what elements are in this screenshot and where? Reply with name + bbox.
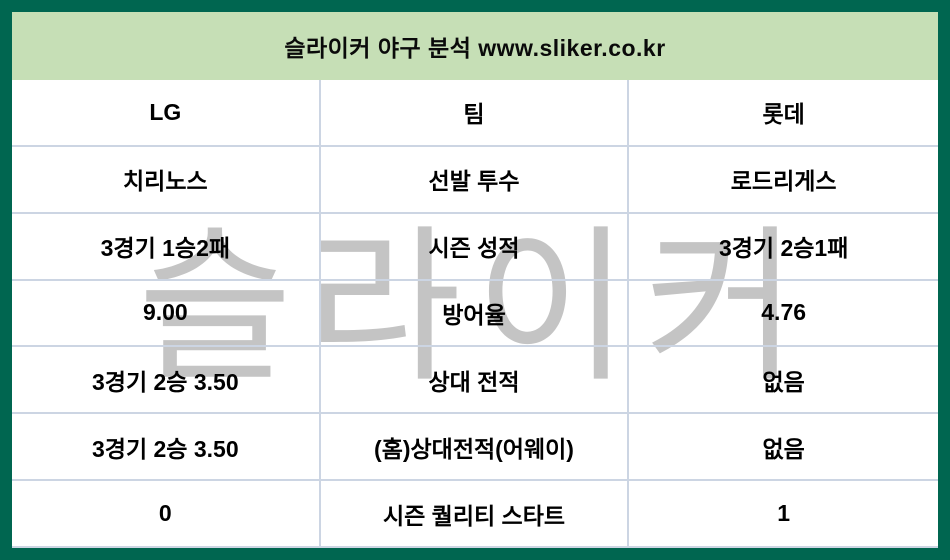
content-area: 슬라이커 야구 분석 www.sliker.co.kr 슬라이커 LG 팀 롯데… bbox=[12, 12, 938, 548]
cell-season-record-right: 3경기 2승1패 bbox=[629, 214, 938, 281]
cell-era-left: 9.00 bbox=[12, 280, 321, 348]
cell-h2h-label: 상대 전적 bbox=[320, 347, 630, 415]
cell-quality-start-right: 1 bbox=[629, 481, 938, 548]
cell-season-record-label: 시즌 성적 bbox=[320, 213, 630, 281]
cell-quality-start-left: 0 bbox=[12, 481, 321, 548]
cell-era-right: 4.76 bbox=[629, 281, 938, 348]
cell-pitcher-label: 선발 투수 bbox=[320, 146, 630, 214]
cell-home-away-left: 3경기 2승 3.50 bbox=[12, 414, 321, 482]
watermark-text: 슬라이커 bbox=[137, 213, 813, 402]
cell-home-away-label: (홈)상대전적(어웨이) bbox=[320, 414, 630, 482]
analysis-table-wrap: 슬라이커 LG 팀 롯데 치리노스 선발 투수 로드리게스 3경기 1승2패 시… bbox=[12, 80, 938, 548]
cell-pitcher-left: 치리노스 bbox=[12, 146, 321, 214]
col-header-team-right: 롯데 bbox=[629, 80, 938, 147]
cell-home-away-right: 없음 bbox=[629, 414, 938, 482]
cell-season-record-left: 3경기 1승2패 bbox=[12, 213, 321, 281]
analysis-table: LG 팀 롯데 치리노스 선발 투수 로드리게스 3경기 1승2패 시즌 성적 … bbox=[12, 80, 938, 548]
cell-era-label: 방어율 bbox=[320, 280, 630, 348]
page-title: 슬라이커 야구 분석 www.sliker.co.kr bbox=[284, 35, 666, 61]
col-header-team-left: LG bbox=[12, 80, 321, 147]
cell-pitcher-right: 로드리게스 bbox=[629, 147, 938, 214]
cell-h2h-left: 3경기 2승 3.50 bbox=[12, 347, 321, 415]
title-band: 슬라이커 야구 분석 www.sliker.co.kr bbox=[12, 12, 938, 80]
cell-h2h-right: 없음 bbox=[629, 347, 938, 415]
cell-quality-start-label: 시즌 퀄리티 스타트 bbox=[320, 481, 630, 548]
col-header-category: 팀 bbox=[320, 80, 630, 147]
